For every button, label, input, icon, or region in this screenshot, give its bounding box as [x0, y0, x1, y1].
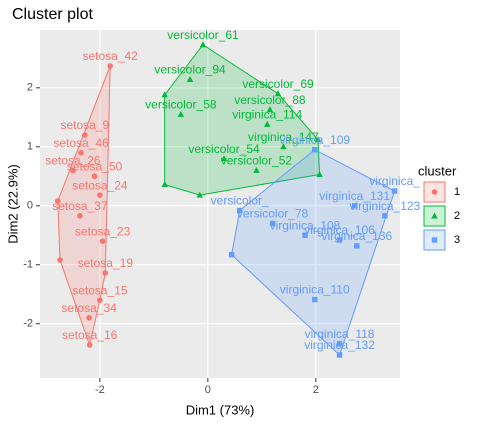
- point: [57, 257, 63, 263]
- point-label: versicolor_69: [242, 77, 314, 91]
- point: [314, 136, 322, 143]
- point: [86, 315, 92, 321]
- point-label: setosa_24: [72, 178, 128, 192]
- point-label: virginica_132: [304, 338, 375, 352]
- point-label: versicolor_88: [234, 93, 306, 107]
- legend-label: 3: [454, 234, 460, 246]
- point: [336, 237, 343, 243]
- point-label: virginica_108: [270, 218, 341, 232]
- point: [336, 341, 343, 347]
- point: [102, 270, 109, 276]
- y-tick-label: -2: [23, 318, 33, 330]
- point: [264, 120, 271, 127]
- x-axis-label: Dim1 (73%): [186, 402, 255, 417]
- point-label: versicolor_94: [154, 63, 226, 77]
- legend-symbol: [431, 189, 438, 195]
- point-label: setosa_50: [67, 159, 123, 173]
- point: [382, 213, 388, 219]
- point-label: setosa_16: [62, 328, 118, 342]
- cluster-hull: [164, 44, 321, 196]
- point: [91, 173, 98, 180]
- point: [253, 166, 260, 173]
- point: [312, 296, 318, 303]
- point-label: virginica_123: [350, 199, 421, 213]
- point-label: virginica_131: [319, 189, 390, 203]
- point: [312, 147, 318, 153]
- point: [177, 110, 185, 117]
- point: [99, 238, 106, 244]
- legend-label: 2: [454, 210, 460, 222]
- point: [269, 220, 276, 227]
- point: [316, 171, 323, 178]
- point-label: versicolor_78: [237, 207, 309, 221]
- point: [55, 198, 61, 204]
- point-label: virginica_147: [248, 130, 319, 144]
- point-label: virginica_109: [279, 133, 350, 147]
- point: [354, 243, 360, 249]
- point-label: virginica_114: [232, 108, 302, 122]
- point-label: setosa_23: [75, 224, 131, 238]
- point: [266, 106, 274, 113]
- point-label: setosa_37: [52, 199, 108, 213]
- x-tick-label: -2: [95, 384, 105, 396]
- point-label: setosa_46: [53, 136, 109, 150]
- point: [351, 203, 358, 209]
- point: [302, 232, 308, 238]
- point-label: setosa_19: [78, 256, 134, 270]
- point-label: versicolor_: [211, 194, 269, 208]
- y-tick-label: 2: [27, 82, 33, 94]
- point: [97, 297, 103, 303]
- point: [237, 207, 243, 214]
- point: [220, 155, 228, 162]
- point: [161, 91, 168, 98]
- legend-symbol: [431, 237, 438, 243]
- point-label: virginica_118: [305, 327, 375, 341]
- point: [186, 76, 194, 83]
- y-tick-label: 0: [27, 200, 33, 212]
- y-tick-label: -1: [23, 259, 33, 271]
- point-label: versicolor_61: [167, 28, 239, 42]
- point: [280, 143, 287, 150]
- point-label: virginica_110: [280, 283, 350, 297]
- x-tick-label: 2: [313, 384, 319, 396]
- point: [274, 90, 282, 97]
- point: [196, 191, 203, 198]
- x-tick-label: 0: [205, 384, 211, 396]
- point: [77, 212, 83, 219]
- point: [78, 149, 84, 156]
- point-label: versicolor_54: [188, 142, 260, 156]
- point: [81, 132, 88, 138]
- point: [161, 181, 168, 188]
- legend-title: cluster: [418, 163, 457, 178]
- point-label: virginica_: [369, 174, 420, 188]
- point-label: setosa_42: [82, 49, 138, 63]
- point-label: setosa_9: [60, 118, 109, 132]
- point-label: virginica_106: [304, 223, 375, 237]
- point: [391, 188, 398, 194]
- chart-title: Cluster plot: [12, 6, 93, 23]
- legend-label: 1: [454, 186, 460, 198]
- point-label: versicolor_58: [145, 98, 217, 112]
- point: [86, 342, 93, 348]
- point: [199, 41, 207, 48]
- point-label: versicolor_52: [221, 154, 293, 168]
- point-label: setosa_15: [72, 283, 128, 297]
- y-axis-label: Dim2 (22.9%): [5, 164, 20, 243]
- cluster-hull: [231, 149, 396, 356]
- point: [97, 192, 103, 198]
- point-label: setosa_34: [61, 301, 117, 315]
- point: [336, 352, 343, 358]
- y-tick-label: 1: [27, 141, 33, 153]
- point: [70, 167, 76, 174]
- point-label: setosa_26: [45, 154, 101, 168]
- legend-symbol: [431, 212, 438, 219]
- point: [107, 63, 113, 69]
- point: [228, 252, 235, 258]
